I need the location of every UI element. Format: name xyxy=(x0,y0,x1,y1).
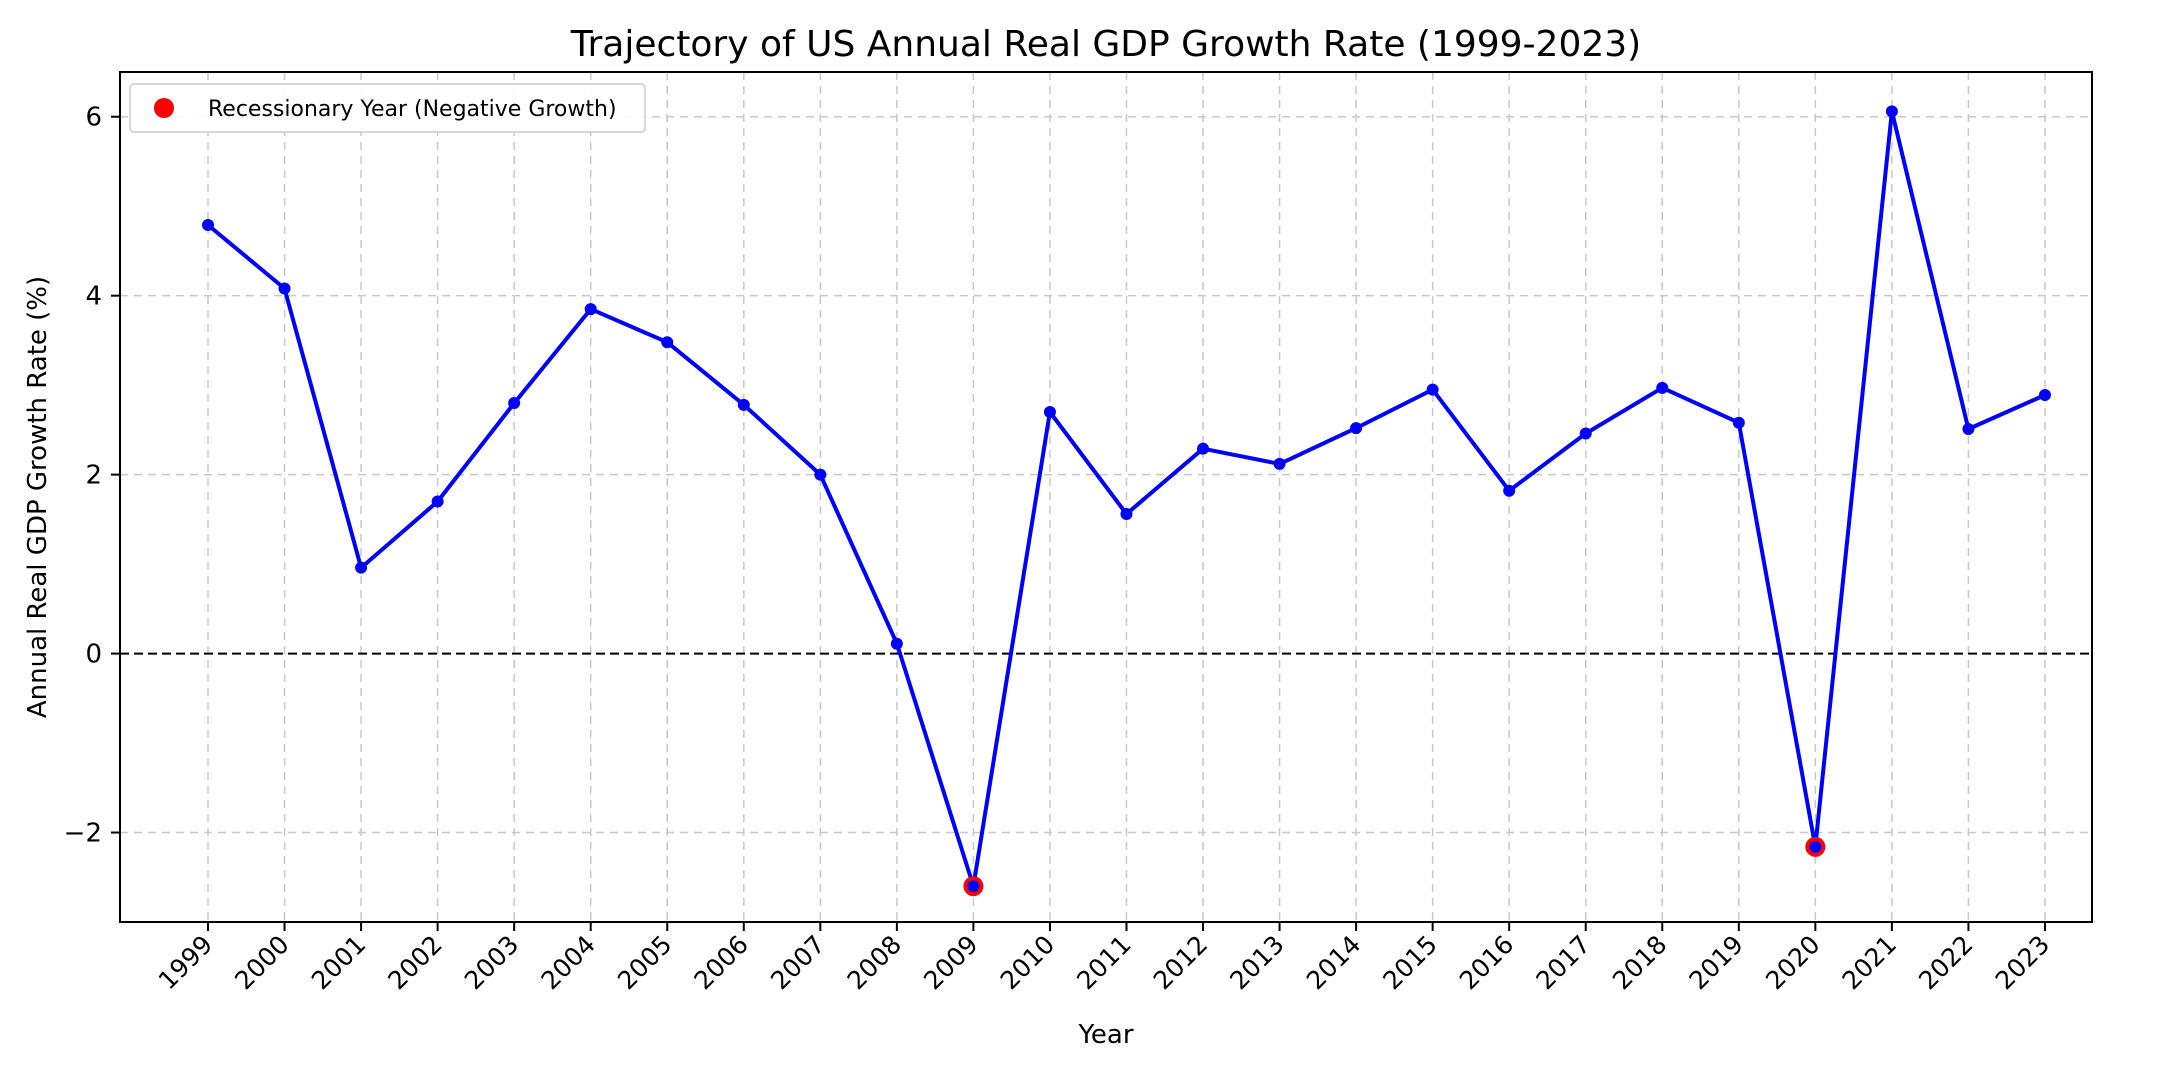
x-tick-label: 2020 xyxy=(1760,930,1825,995)
data-point-2022 xyxy=(1962,423,1975,435)
x-tick-label: 2017 xyxy=(1530,930,1595,995)
y-tick-label: 4 xyxy=(85,282,102,312)
legend-box xyxy=(129,83,646,133)
x-tick-label: 2011 xyxy=(1071,930,1136,995)
data-point-2002 xyxy=(431,495,444,508)
x-tick-label: 2005 xyxy=(612,930,677,995)
data-point-2014 xyxy=(1350,422,1363,435)
data-point-2016 xyxy=(1503,484,1516,497)
data-point-2000 xyxy=(278,282,291,295)
x-tick-label: 2022 xyxy=(1913,930,1978,995)
x-tick-label: 2018 xyxy=(1607,930,1672,995)
data-point-2005 xyxy=(661,336,674,349)
x-tick-label: 2007 xyxy=(765,930,830,995)
y-tick-label: 6 xyxy=(85,103,102,133)
data-point-2020 xyxy=(1809,840,1822,853)
data-point-2001 xyxy=(355,561,368,574)
x-tick-label: 2004 xyxy=(535,930,600,995)
x-axis-label: Year xyxy=(1077,1020,1133,1050)
x-tick-label: 1999 xyxy=(153,930,218,995)
data-point-2021 xyxy=(1885,105,1898,118)
x-tick-label: 2010 xyxy=(995,930,1060,995)
x-axis-ticks: 1999 2000 2001 2002 2003 2004 2005 2006 2007 2008… xyxy=(153,922,2055,995)
data-point-2007 xyxy=(814,468,827,481)
recession-highlights xyxy=(963,836,1826,897)
data-point-2011 xyxy=(1120,508,1133,520)
x-tick-label: 2012 xyxy=(1148,930,1213,995)
legend-label: Recessionary Year (Negative Growth) xyxy=(208,97,617,122)
data-point-2013 xyxy=(1273,457,1286,470)
y-axis-ticks: −2 0 2 4 6 xyxy=(64,103,120,849)
data-point-2010 xyxy=(1043,406,1056,418)
y-tick-label: −2 xyxy=(64,819,102,849)
x-tick-label: 2013 xyxy=(1224,930,1289,995)
x-tick-label: 2003 xyxy=(459,930,524,995)
data-point-2003 xyxy=(508,397,521,410)
x-tick-label: 2002 xyxy=(382,930,447,995)
legend-marker-red-circle-icon xyxy=(154,98,174,118)
data-point-2017 xyxy=(1579,427,1592,440)
x-tick-label: 2006 xyxy=(689,930,754,995)
data-point-2006 xyxy=(737,398,750,411)
data-point-2019 xyxy=(1732,416,1745,429)
data-point-2012 xyxy=(1197,442,1210,455)
x-tick-label: 2023 xyxy=(1990,930,2055,995)
chart-title: Trajectory of US Annual Real GDP Growth … xyxy=(570,24,1641,65)
data-point-1999 xyxy=(202,219,214,231)
grid xyxy=(120,72,2092,922)
data-point-2008 xyxy=(890,637,903,650)
y-tick-label: 2 xyxy=(85,461,102,491)
data-point-2004 xyxy=(584,303,597,316)
x-tick-label: 2019 xyxy=(1684,930,1749,995)
data-point-2009 xyxy=(967,880,980,893)
plot-frame xyxy=(119,71,2093,923)
data-point-2023 xyxy=(2038,389,2051,401)
data-point-2018 xyxy=(1656,381,1669,394)
x-tick-label: 2021 xyxy=(1837,930,1902,995)
x-tick-label: 2000 xyxy=(229,930,294,995)
x-tick-label: 2016 xyxy=(1454,930,1519,995)
data-points xyxy=(202,105,2051,893)
x-tick-label: 2014 xyxy=(1301,930,1366,995)
y-axis-label: Annual Real GDP Growth Rate (%) xyxy=(23,276,53,718)
x-tick-label: 2001 xyxy=(306,930,371,995)
data-point-2015 xyxy=(1426,383,1439,396)
legend: Recessionary Year (Negative Growth) xyxy=(129,83,646,133)
y-tick-label: 0 xyxy=(85,640,102,670)
x-tick-label: 2008 xyxy=(842,930,907,995)
x-tick-label: 2009 xyxy=(918,930,983,995)
x-tick-label: 2015 xyxy=(1377,930,1442,995)
